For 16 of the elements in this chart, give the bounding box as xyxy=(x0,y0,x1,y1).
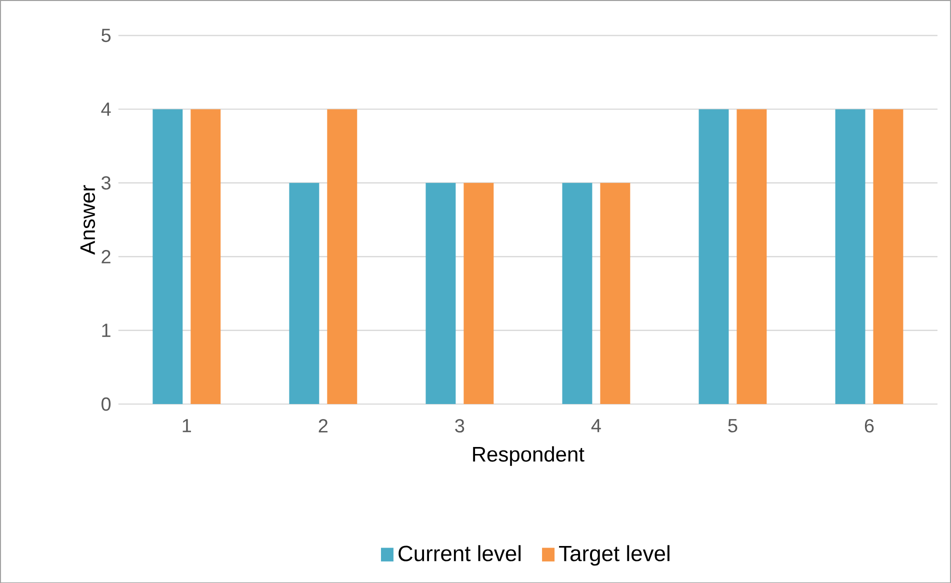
y-tick-label: 0 xyxy=(102,397,111,411)
y-tick-label: 5 xyxy=(102,28,111,42)
y-tick-label: 2 xyxy=(102,250,110,264)
x-tick-label: 3 xyxy=(455,418,464,432)
x-tick-label: 6 xyxy=(864,418,874,432)
y-tick-label: 1 xyxy=(102,324,110,337)
y-tick-label: 3 xyxy=(101,176,110,190)
x-tick-label: 5 xyxy=(728,418,738,432)
x-tick-label: 1 xyxy=(182,418,191,432)
x-tick-label: 4 xyxy=(591,418,601,432)
y-tick-label: 4 xyxy=(101,102,111,116)
legend-label: Target level xyxy=(559,544,670,566)
x-tick-label: 2 xyxy=(318,418,328,432)
legend-label: Current level xyxy=(398,544,521,562)
y-axis-title: Answer xyxy=(80,184,96,255)
x-axis-title: Respondent xyxy=(473,446,584,466)
